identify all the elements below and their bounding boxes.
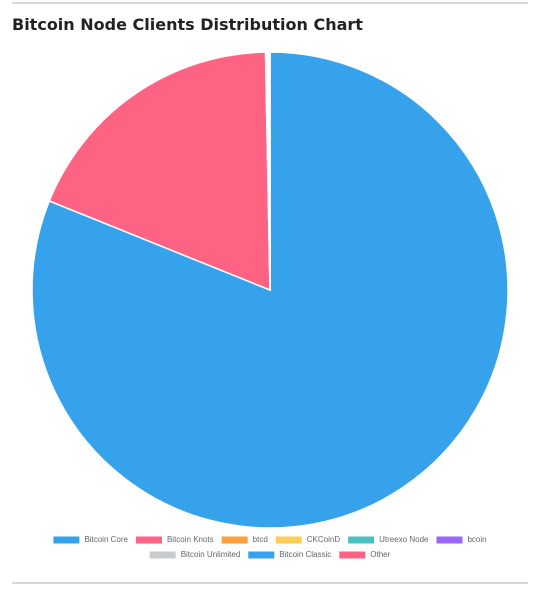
legend-label: btcd <box>253 535 268 544</box>
pie-slice <box>31 51 509 529</box>
legend-swatch <box>248 551 275 559</box>
chart-title: Bitcoin Node Clients Distribution Chart <box>12 15 363 34</box>
legend-swatch <box>436 536 463 544</box>
legend-label: Bitcoin Classic <box>279 550 331 559</box>
legend-label: CKCoinD <box>307 535 341 544</box>
legend-label: Utreexo Node <box>379 535 429 544</box>
legend-label: Bitcoin Core <box>84 535 128 544</box>
legend-swatch <box>53 536 80 544</box>
legend-swatch <box>348 536 375 544</box>
pie-slice <box>48 51 271 292</box>
legend-swatch <box>149 551 176 559</box>
legend-swatch <box>339 551 366 559</box>
pie-slice <box>268 51 271 291</box>
legend-label: Other <box>370 550 390 559</box>
legend-swatch <box>275 536 302 544</box>
legend-label: bcoin <box>467 535 486 544</box>
legend-label: Bitcoin Knots <box>167 535 214 544</box>
legend-swatch <box>135 536 162 544</box>
legend-swatch <box>221 536 248 544</box>
legend-label: Bitcoin Unlimited <box>181 550 241 559</box>
